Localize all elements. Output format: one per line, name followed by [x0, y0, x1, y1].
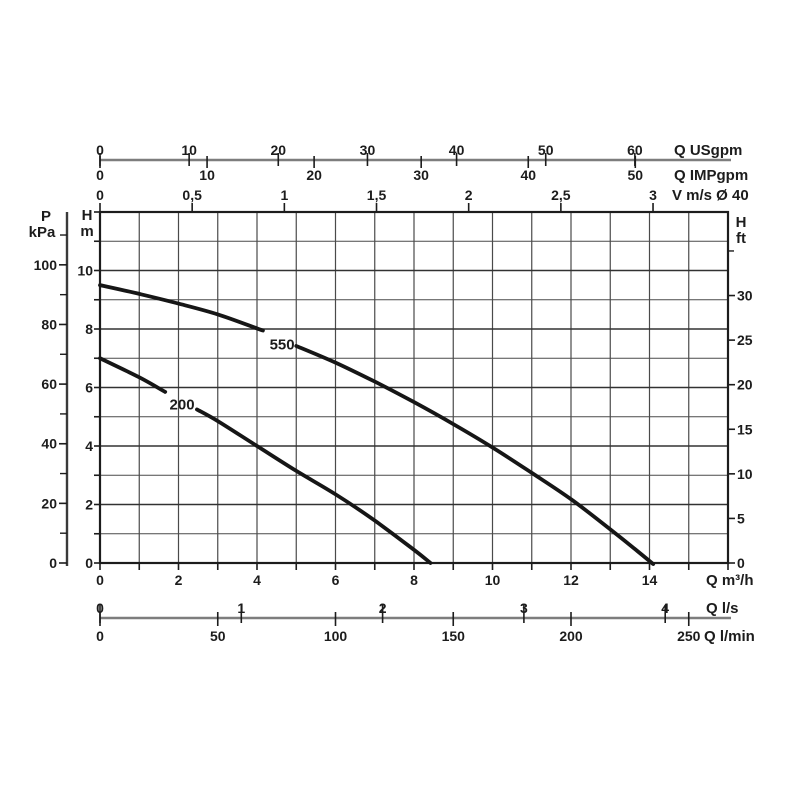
- grid: [100, 212, 728, 563]
- h-m-tick-label: 2: [85, 497, 93, 513]
- v-ms-tick-label: 0,5: [182, 187, 202, 203]
- curve-550-segment: [98, 283, 265, 333]
- h-ft-tick-label: 5: [737, 510, 745, 526]
- h-ft-tick-label: 10: [737, 466, 753, 482]
- l-s-tick-label: 1: [237, 600, 245, 616]
- p-kpa-axis-unit: kPa: [29, 224, 56, 241]
- axis-q-m3h: 0 2 4 6 8 10 12 14 Q m³/h: [96, 563, 754, 589]
- v-ms-tick-label: 3: [649, 187, 657, 203]
- l-s-tick-label: 4: [661, 600, 669, 616]
- impgpm-tick-label: 40: [520, 167, 536, 183]
- usgpm-tick-label: 60: [627, 142, 643, 158]
- usgpm-tick-label: 50: [538, 142, 554, 158]
- curve-200: 200: [98, 356, 433, 565]
- p-kpa-tick-label: 0: [49, 555, 57, 571]
- usgpm-tick-label: 0: [96, 142, 104, 158]
- usgpm-tick-label: 10: [181, 142, 197, 158]
- p-kpa-tick-label: 100: [34, 257, 58, 273]
- q-m3h-tick-label: 10: [485, 572, 501, 588]
- l-s-axis-title: Q l/s: [706, 600, 739, 617]
- curve-200-segment: [195, 407, 433, 565]
- h-ft-tick-label: 15: [737, 421, 753, 437]
- p-kpa-tick-label: 20: [41, 495, 57, 511]
- curve-550-label: 550: [270, 337, 295, 354]
- impgpm-tick-label: 30: [413, 167, 429, 183]
- usgpm-tick-label: 20: [270, 142, 286, 158]
- axis-ls-lmin: 0 1 2 3 4 Q l/s 0 50 100 150 200 250 Q l/min: [96, 600, 755, 645]
- l-min-tick-label: 200: [559, 628, 583, 644]
- h-m-tick-label: 8: [85, 321, 93, 337]
- q-m3h-tick-label: 12: [563, 572, 579, 588]
- q-m3h-tick-label: 8: [410, 572, 418, 588]
- h-ft-tick-label: 20: [737, 377, 753, 393]
- h-ft-tick-label: 25: [737, 332, 753, 348]
- h-ft-axis-unit: ft: [736, 230, 746, 247]
- impgpm-tick-label: 10: [199, 167, 215, 183]
- usgpm-axis-title: Q USgpm: [674, 142, 742, 159]
- l-min-tick-label: 250: [677, 628, 701, 644]
- h-ft-tick-label: 0: [737, 555, 745, 571]
- curve-200-segment: [98, 356, 168, 394]
- h-ft-tick-label: 30: [737, 288, 753, 304]
- h-m-tick-label: 10: [77, 263, 93, 279]
- q-m3h-tick-label: 14: [642, 572, 658, 588]
- l-s-tick-label: 3: [520, 600, 528, 616]
- q-m3h-axis-title: Q m³/h: [706, 572, 754, 589]
- p-kpa-tick-label: 40: [41, 436, 57, 452]
- axis-h-m: 0 2 4 6 8 10 Hm: [77, 207, 100, 571]
- h-ft-axis-title: H: [736, 214, 747, 231]
- p-kpa-tick-label: 60: [41, 376, 57, 392]
- h-m-tick-label: 6: [85, 380, 93, 396]
- l-min-axis-title: Q l/min: [704, 628, 755, 645]
- l-s-tick-label: 2: [379, 600, 387, 616]
- q-m3h-tick-label: 4: [253, 572, 261, 588]
- h-m-axis-unit: m: [80, 223, 93, 240]
- usgpm-tick-label: 30: [360, 142, 376, 158]
- v-ms-tick-label: 2: [465, 187, 473, 203]
- axis-h-ft: 0 5 10 15 20 25 30 Hft: [728, 214, 753, 571]
- impgpm-axis-title: Q IMPgpm: [674, 167, 748, 184]
- l-min-tick-label: 150: [442, 628, 466, 644]
- impgpm-tick-label: 50: [628, 167, 644, 183]
- q-m3h-tick-label: 0: [96, 572, 104, 588]
- q-m3h-tick-label: 2: [175, 572, 183, 588]
- v-ms-axis-title: V m/s Ø 40: [672, 187, 749, 204]
- impgpm-tick-label: 0: [96, 167, 104, 183]
- curve-550-segment: [294, 344, 656, 566]
- h-m-tick-label: 4: [85, 438, 93, 454]
- axis-v-ms: 0 0,5 1 1,5 2 2,5 3 V m/s Ø 40: [96, 187, 749, 213]
- v-ms-tick-label: 1,5: [367, 187, 387, 203]
- h-m-tick-label: 0: [85, 555, 93, 571]
- l-min-tick-label: 100: [324, 628, 348, 644]
- usgpm-tick-label: 40: [449, 142, 465, 158]
- l-min-tick-label: 50: [210, 628, 226, 644]
- p-kpa-axis-title: P: [41, 208, 51, 225]
- v-ms-tick-label: 0: [96, 187, 104, 203]
- q-m3h-tick-label: 6: [332, 572, 340, 588]
- l-min-tick-label: 0: [96, 628, 104, 644]
- v-ms-tick-label: 2,5: [551, 187, 571, 203]
- impgpm-tick-label: 20: [306, 167, 322, 183]
- h-m-axis-title: H: [82, 207, 93, 224]
- l-s-tick-label: 0: [96, 600, 104, 616]
- p-kpa-tick-label: 80: [41, 316, 57, 332]
- curve-550: 550: [98, 283, 656, 566]
- curve-200-label: 200: [170, 397, 195, 414]
- v-ms-tick-label: 1: [280, 187, 288, 203]
